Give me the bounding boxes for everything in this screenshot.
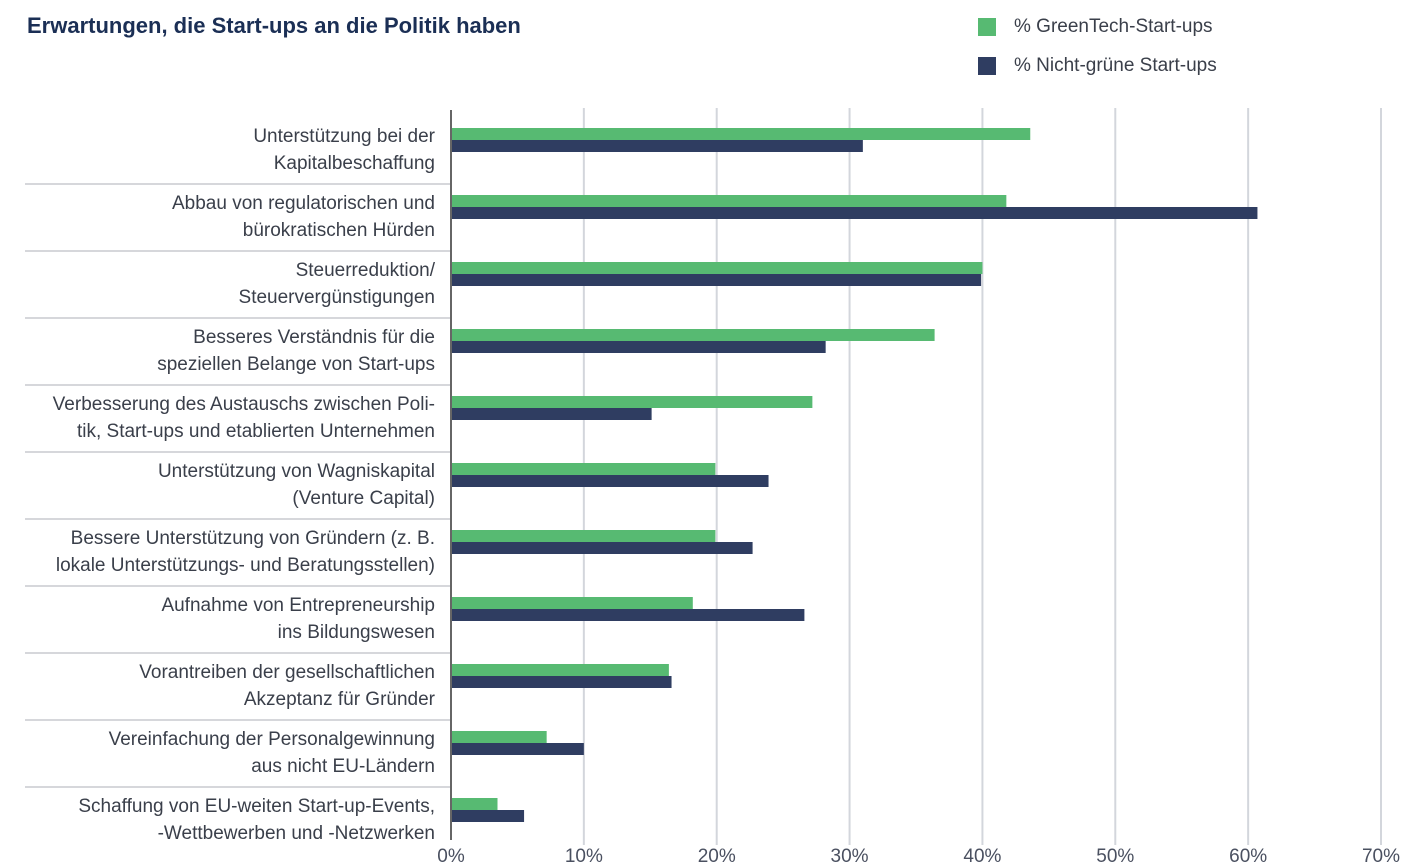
category-label: Akzeptanz für Gründer <box>244 689 436 710</box>
bar <box>451 463 716 475</box>
bar <box>451 731 547 743</box>
category-label: Verbesserung des Austauschs zwischen Pol… <box>53 394 435 415</box>
category-label: Steuervergünstigungen <box>239 287 435 308</box>
bar <box>451 743 584 755</box>
category-label: Vereinfachung der Personalgewinnung <box>109 729 435 750</box>
bar <box>451 810 525 822</box>
legend-label: % Nicht-grüne Start-ups <box>1014 55 1217 76</box>
category-label: Kapitalbeschaffung <box>274 153 435 174</box>
x-tick-label: 50% <box>1096 846 1134 866</box>
bar <box>451 262 983 274</box>
category-label: Unterstützung bei der <box>253 126 435 147</box>
bar <box>451 140 863 152</box>
category-label: bürokratischen Hürden <box>243 220 435 241</box>
category-label: Unterstützung von Wagniskapital <box>158 461 435 482</box>
bar <box>451 341 826 353</box>
x-tick-label: 70% <box>1362 846 1400 866</box>
x-tick-label: 0% <box>437 846 465 866</box>
x-tick-label: 30% <box>831 846 869 866</box>
legend-swatch <box>978 57 996 75</box>
category-label: Bessere Unterstützung von Gründern (z. B… <box>71 528 435 549</box>
x-tick-label: 20% <box>698 846 736 866</box>
legend-swatch <box>978 18 996 36</box>
bar <box>451 530 716 542</box>
category-label: aus nicht EU-Ländern <box>251 756 435 777</box>
category-label: lokale Unterstützungs- und Beratungsstel… <box>56 555 435 576</box>
category-label: -Wettbewerben und -Netzwerken <box>158 823 435 844</box>
category-label: Steuerreduktion/ <box>296 260 436 281</box>
bar <box>451 396 813 408</box>
bar <box>451 475 769 487</box>
bar <box>451 408 652 420</box>
category-label: tik, Start-ups und etablierten Unternehm… <box>77 421 435 442</box>
bar <box>451 542 753 554</box>
category-label: speziellen Belange von Start-ups <box>157 354 435 375</box>
bar <box>451 664 669 676</box>
bar <box>451 597 693 609</box>
category-label: Aufnahme von Entrepreneurship <box>161 595 435 616</box>
bar <box>451 128 1031 140</box>
chart-title: Erwartungen, die Start-ups an die Politi… <box>27 13 521 38</box>
x-tick-label: 60% <box>1229 846 1267 866</box>
bar <box>451 676 672 688</box>
category-label: (Venture Capital) <box>292 488 435 509</box>
bar <box>451 207 1258 219</box>
category-label: ins Bildungswesen <box>278 622 435 643</box>
category-label: Vorantreiben der gesellschaftlichen <box>139 662 435 683</box>
bar <box>451 195 1007 207</box>
x-tick-label: 10% <box>565 846 603 866</box>
x-tick-label: 40% <box>963 846 1001 866</box>
bar <box>451 329 935 341</box>
bar <box>451 798 498 810</box>
bar <box>451 274 982 286</box>
legend-label: % GreenTech-Start-ups <box>1014 16 1213 37</box>
bar <box>451 609 805 621</box>
category-label: Schaffung von EU-weiten Start-up-Events, <box>78 796 435 817</box>
category-label: Besseres Verständnis für die <box>193 327 435 348</box>
category-label: Abbau von regulatorischen und <box>172 193 435 214</box>
